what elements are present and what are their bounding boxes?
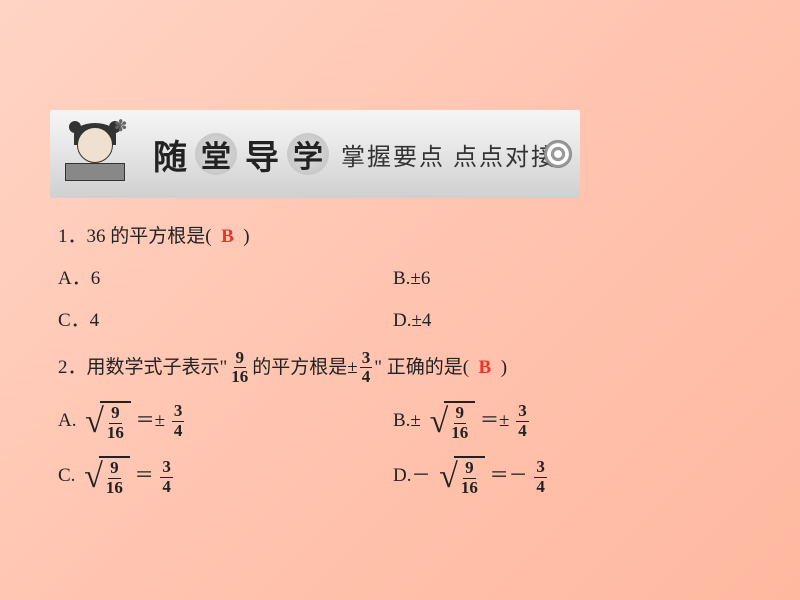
banner-subtitle: 掌握要点 点点对接 [341, 137, 557, 172]
q1-optD: D.±4 [393, 304, 728, 338]
banner-title: 随 堂 导 学 [148, 132, 329, 176]
q1-prefix: 1．36 的平方根是( [58, 220, 212, 254]
q1-optA: A．6 [58, 262, 393, 296]
char-dao: 导 [240, 132, 284, 176]
q1-optB: B.±6 [393, 262, 728, 296]
target-icon [544, 140, 572, 168]
q1-suffix: ) [243, 220, 249, 254]
q2-answer: B [479, 351, 492, 385]
char-xue: 学 [287, 133, 329, 175]
sqrt-icon: √ 916 [80, 456, 130, 497]
q2-frac1: 9 16 [229, 349, 250, 387]
q2-close-quote: " [374, 351, 382, 385]
sqrt-icon: √ 916 [435, 456, 485, 497]
q2-after: 正确的是( [387, 351, 469, 385]
q2-frac2: 3 4 [360, 349, 373, 387]
q2-stem: 2．用数学式子表示" 9 16 的平方根是± 3 4 " 正确的是( B ) [58, 349, 738, 387]
content: 1．36 的平方根是( B ) A．6 B.±6 C．4 D.±4 2．用数学式… [58, 220, 738, 512]
q2-optD: D.－ √ 916 ＝－ 34 [393, 456, 728, 497]
q2-mid: 的平方根是± [252, 351, 357, 385]
q2-optA: A. √ 916 ＝± 34 [58, 401, 393, 442]
q2-suffix: ) [501, 351, 507, 385]
q1-stem: 1．36 的平方根是( B ) [58, 220, 738, 254]
banner: 随 堂 导 学 掌握要点 点点对接 [50, 110, 580, 198]
q1-answer: B [221, 220, 234, 254]
sqrt-icon: √ 916 [426, 401, 476, 442]
char-sui: 随 [148, 132, 192, 176]
q2-prefix: 2．用数学式子表示" [58, 351, 227, 385]
q2-optB: B.± √ 916 ＝± 34 [393, 401, 728, 442]
char-tang: 堂 [195, 133, 237, 175]
q1-optC: C．4 [58, 304, 393, 338]
sqrt-icon: √ 916 [81, 401, 131, 442]
cartoon-girl-icon [50, 110, 140, 198]
q2-optC: C. √ 916 ＝ 34 [58, 456, 393, 497]
